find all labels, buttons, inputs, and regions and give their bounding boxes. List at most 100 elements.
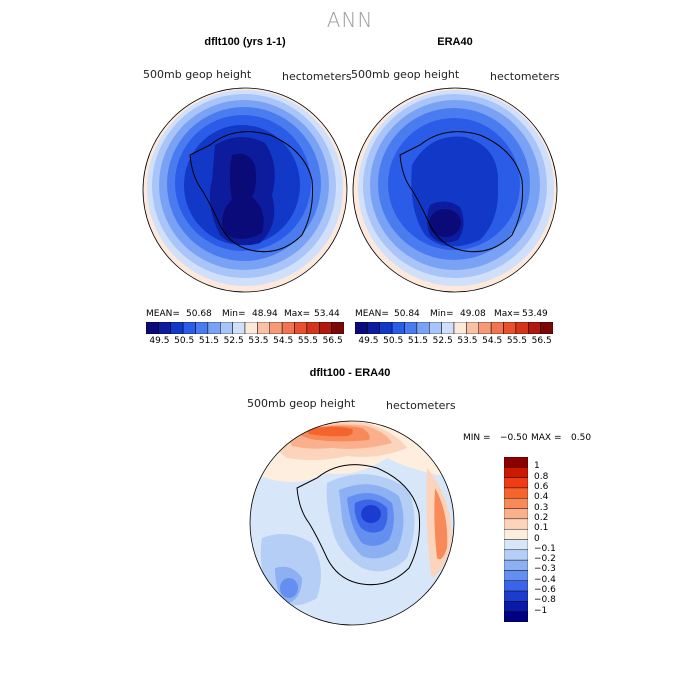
colorbar-swatch <box>504 457 528 468</box>
colorbar-tick-label: 0.4 <box>534 492 549 503</box>
colorbar-swatch <box>504 549 528 561</box>
colorbar-tick-label: 55.5 <box>506 336 527 346</box>
colorbar-swatch <box>404 322 418 334</box>
colorbar-swatch <box>441 322 455 334</box>
panel3-max-value: 0.50 <box>571 433 592 443</box>
colorbar-tick-label: 51.5 <box>407 336 428 346</box>
panel2-max-value: 53.49 <box>522 309 548 319</box>
colorbar-tick-label: 55.5 <box>297 336 318 346</box>
panel1-variable-label: 500mb geop height <box>143 68 252 81</box>
colorbar-tick-label: 0.3 <box>534 502 549 513</box>
panel2-colorbar <box>355 322 553 334</box>
colorbar-tick-label: 52.5 <box>432 336 453 346</box>
colorbar-tick-label: −0.3 <box>534 564 556 575</box>
colorbar-swatch <box>540 322 553 334</box>
colorbar-tick-label: 53.5 <box>457 336 478 346</box>
colorbar-tick-label: 54.5 <box>482 336 503 346</box>
page-title: ANN <box>326 8 374 32</box>
colorbar-swatch <box>294 322 308 334</box>
colorbar-swatch <box>504 508 528 520</box>
colorbar-swatch <box>453 322 467 334</box>
colorbar-tick-label: 0.8 <box>534 471 549 482</box>
panel1-max-value: 53.44 <box>314 309 340 319</box>
colorbar-swatch <box>504 601 528 612</box>
panel3-negative-core <box>361 505 381 523</box>
panel1-band-8 <box>222 153 264 239</box>
colorbar-swatch <box>504 539 528 551</box>
colorbar-swatch <box>379 322 393 334</box>
colorbar-swatch <box>504 590 528 602</box>
panel1-units-label: hectometers <box>282 70 352 83</box>
panel3-positive-4 <box>307 426 353 437</box>
colorbar-swatch <box>466 322 479 334</box>
colorbar-swatch <box>504 467 528 478</box>
colorbar-swatch <box>281 322 295 334</box>
colorbar-tick-label: 51.5 <box>198 336 219 346</box>
colorbar-swatch <box>319 322 332 334</box>
colorbar-tick-label: 49.5 <box>358 336 379 346</box>
panel2-max-label: Max= <box>494 309 521 319</box>
colorbar-swatch <box>158 322 171 334</box>
panel3-antarctica-coast <box>296 464 420 586</box>
colorbar-tick-label: −0.1 <box>534 543 556 554</box>
colorbar-tick-label: −0.4 <box>534 574 556 585</box>
panel1-colorbar <box>146 322 344 334</box>
panel1-max-label: Max= <box>284 309 311 319</box>
colorbar-swatch <box>331 322 344 334</box>
colorbar-tick-label: −0.2 <box>534 554 556 565</box>
panel3-negative-west-3 <box>280 578 298 598</box>
colorbar-tick-label: 54.5 <box>273 336 294 346</box>
colorbar-swatch <box>355 322 368 334</box>
colorbar-swatch <box>416 322 430 334</box>
panel1-mean-label: MEAN= <box>146 309 180 319</box>
panel3-units-label: hectometers <box>386 399 456 412</box>
colorbar-tick-label: 0.6 <box>534 481 549 492</box>
colorbar-swatch <box>490 322 504 334</box>
panel2-map <box>352 87 558 293</box>
panel2-mean-label: MEAN= <box>355 309 389 319</box>
colorbar-tick-label: 56.5 <box>322 336 343 346</box>
colorbar-swatch <box>504 580 528 592</box>
colorbar-swatch <box>515 322 529 334</box>
colorbar-swatch <box>504 518 528 530</box>
panel3-max-label: MAX = <box>531 433 562 443</box>
colorbar-tick-label: 49.5 <box>149 336 170 346</box>
colorbar-swatch <box>504 477 528 489</box>
colorbar-swatch <box>391 322 405 334</box>
colorbar-swatch <box>504 559 528 571</box>
colorbar-swatch <box>504 611 528 622</box>
colorbar-tick-label: −0.6 <box>534 585 556 596</box>
colorbar-swatch <box>367 322 380 334</box>
panel2-colorbar-ticks: 49.5 50.5 51.5 52.5 53.5 54.5 55.5 56.5 <box>355 336 553 348</box>
panel2-units-label: hectometers <box>490 70 560 83</box>
panel2-antarctica-coast <box>399 131 523 253</box>
colorbar-tick-label: 1 <box>534 461 540 472</box>
colorbar-swatch <box>269 322 283 334</box>
panel1-min-label: Min= <box>222 309 246 319</box>
panel1-antarctica-coast <box>189 131 313 253</box>
colorbar-swatch <box>504 498 528 509</box>
colorbar-tick-label: 53.5 <box>248 336 269 346</box>
colorbar-swatch <box>195 322 209 334</box>
panel3-colorbar <box>504 457 528 622</box>
panel3-title: dflt100 - ERA40 <box>309 367 391 379</box>
panel1-mean-value: 50.68 <box>186 309 212 319</box>
colorbar-tick-label: 52.5 <box>223 336 244 346</box>
panel2-map-border <box>352 87 558 293</box>
panel1-min-value: 48.94 <box>252 309 278 319</box>
panel1-title: dflt100 (yrs 1-1) <box>204 36 286 48</box>
colorbar-tick-label: −0.8 <box>534 595 556 606</box>
colorbar-swatch <box>207 322 221 334</box>
colorbar-swatch <box>528 322 541 334</box>
panel2-band-8 <box>429 209 461 237</box>
colorbar-swatch <box>244 322 258 334</box>
panel3-map <box>249 420 455 626</box>
panel3-colorbar-ticks: 1 0.8 0.6 0.4 0.3 0.2 0.1 0 −0.1 −0.2 −0.3 −0.4 −0.6… <box>532 457 572 622</box>
colorbar-swatch <box>478 322 492 334</box>
panel2-title: ERA40 <box>437 36 473 48</box>
colorbar-swatch <box>257 322 270 334</box>
panel3-positive-east-core <box>434 488 448 560</box>
panel3-min-value: −0.50 <box>500 433 528 443</box>
colorbar-swatch <box>170 322 184 334</box>
colorbar-swatch <box>182 322 196 334</box>
